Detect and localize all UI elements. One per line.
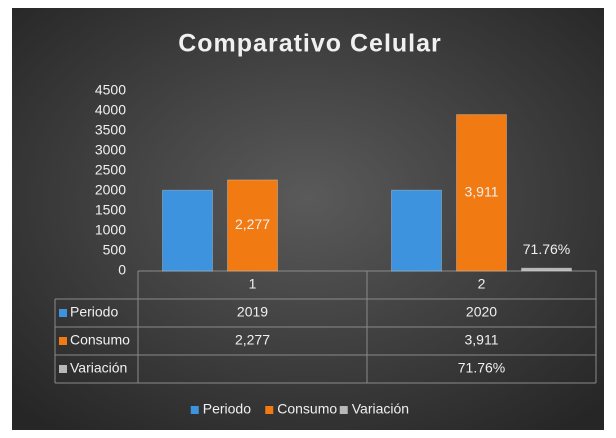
data-label: 3,911 [465, 183, 499, 199]
table-cell: 71.76% [458, 360, 505, 376]
table-cell: 2019 [237, 304, 268, 320]
y-tick-label: 2000 [95, 182, 126, 198]
y-tick-label: 1000 [95, 222, 126, 238]
y-tick-label: 2500 [95, 162, 126, 178]
bar [162, 189, 213, 272]
table-key [59, 309, 67, 317]
data-label: 71.76% [523, 241, 570, 257]
x-tick-label: 1 [249, 276, 257, 292]
legend-label: Periodo [203, 401, 251, 417]
y-tick-label: 3000 [95, 142, 126, 158]
legend-key [265, 406, 274, 414]
data-label: 2,277 [235, 216, 270, 232]
table-row-label: Consumo [70, 332, 130, 348]
bar [391, 189, 442, 272]
table-cell: 3,911 [465, 332, 499, 348]
table-cell: 2020 [466, 304, 497, 320]
table-row-label: Periodo [70, 304, 118, 320]
y-tick-label: 0 [118, 262, 126, 278]
table-key [59, 337, 67, 345]
x-tick-label: 2 [478, 276, 486, 292]
y-tick-label: 1500 [95, 202, 126, 218]
table-row-label: Variación [70, 360, 127, 376]
y-tick-label: 3500 [95, 122, 126, 138]
legend-key [339, 406, 348, 414]
table-key [59, 365, 67, 373]
bar [521, 267, 572, 272]
y-tick-label: 500 [103, 242, 127, 258]
legend-label: Consumo [277, 401, 337, 417]
y-tick-label: 4500 [95, 82, 126, 98]
legend-key [190, 406, 199, 414]
legend-label: Variación [352, 401, 409, 417]
table-cell: 2,277 [235, 332, 270, 348]
bar [227, 179, 278, 272]
bar [456, 114, 507, 272]
chart-title: Comparativo Celular [178, 30, 442, 58]
y-tick-label: 4000 [95, 102, 126, 118]
